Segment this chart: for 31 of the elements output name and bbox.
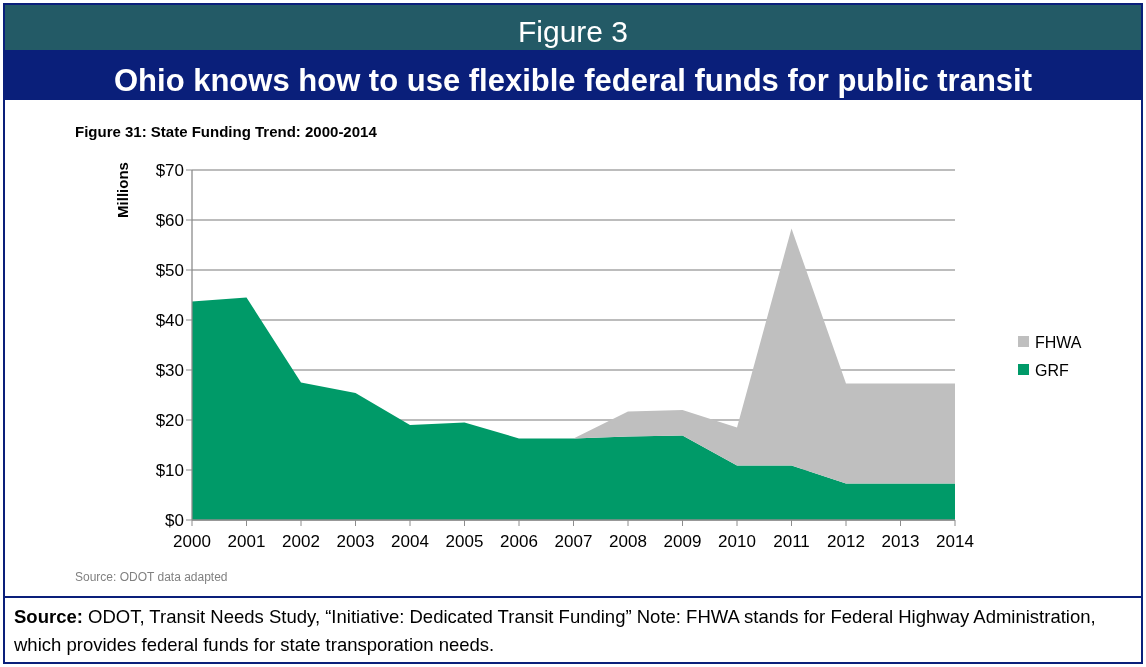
legend-label: GRF (1035, 361, 1069, 379)
y-tick-label: $20 (155, 410, 184, 430)
x-tick-label: 2010 (718, 532, 756, 551)
x-tick-label: 2001 (227, 532, 266, 551)
y-tick-label: $10 (155, 460, 184, 480)
chart-title: Figure 3 (517, 15, 629, 48)
y-tick-label: $60 (155, 210, 184, 230)
y-tick-label: $40 (155, 310, 184, 330)
caption: Figure 31: State Funding Trend: 2000-2014 (75, 123, 378, 140)
x-tick-label: 2002 (282, 532, 320, 551)
x-tick-label: 2012 (827, 532, 865, 551)
x-tick-label: 2005 (445, 532, 484, 551)
x-tick-label: 2008 (609, 532, 647, 551)
x-tick-label: 2006 (500, 532, 538, 551)
y-axis-title: Millions (114, 162, 131, 218)
legend-label: FHWA (1035, 333, 1082, 351)
x-tick-label: 2007 (554, 532, 593, 551)
chart-subtitle: Ohio knows how to use flexible federal funds for public transit (113, 63, 1033, 98)
x-tick-label: 2009 (663, 532, 702, 551)
source-note: Source: ODOT, Transit Needs Study, “Initiative: Dedicated Transit Funding” Note: FHWA stands for Federal Highway Administration, which provides federal funds for state transporation needs. (14, 605, 1097, 657)
y-tick-label: $0 (165, 510, 184, 530)
x-tick-label: 2000 (173, 532, 211, 551)
x-tick-label: 2013 (881, 532, 920, 551)
y-tick-label: $70 (155, 160, 184, 180)
y-tick-label: $30 (155, 360, 184, 380)
source-note: Source: ODOT data adapted (75, 570, 228, 584)
x-tick-label: 2003 (336, 532, 375, 551)
y-tick-label: $50 (155, 260, 184, 280)
x-tick-label: 2011 (773, 532, 810, 551)
x-tick-label: 2004 (391, 532, 429, 551)
x-tick-label: 2014 (936, 532, 974, 551)
